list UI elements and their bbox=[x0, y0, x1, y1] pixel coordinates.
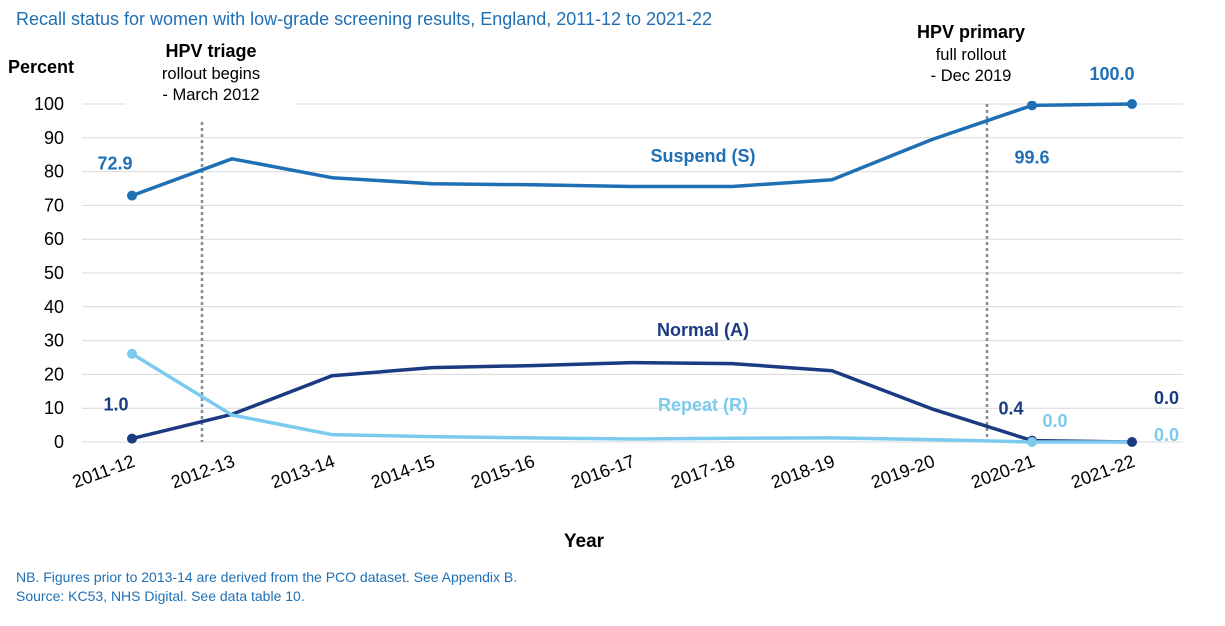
data-labels: 72.9 99.6 100.0 1.0 0.4 0.0 0.0 0.0 bbox=[97, 64, 1179, 445]
source-note: Source: KC53, NHS Digital. See data tabl… bbox=[16, 588, 305, 604]
x-tick-label: 2018-19 bbox=[768, 451, 837, 492]
x-tick-labels: 2011-12 2012-13 2013-14 2014-15 2015-16 2016-… bbox=[70, 451, 1138, 492]
y-tick-label: 20 bbox=[44, 364, 64, 384]
x-tick-label: 2013-14 bbox=[268, 451, 337, 492]
x-tick-label: 2020-21 bbox=[968, 451, 1037, 492]
y-tick-label: 60 bbox=[44, 229, 64, 249]
chart-title: Recall status for women with low-grade s… bbox=[16, 9, 713, 29]
series-name-label: Normal (A) bbox=[657, 320, 749, 340]
annotation-background bbox=[126, 38, 296, 120]
y-tick-label: 0 bbox=[54, 432, 64, 452]
x-tick-label: 2011-12 bbox=[70, 451, 138, 492]
series-lines bbox=[131, 102, 1133, 444]
x-tick-label: 2017-18 bbox=[668, 451, 737, 492]
data-point bbox=[127, 433, 137, 444]
data-point bbox=[127, 190, 137, 201]
x-axis-label: Year bbox=[564, 531, 605, 552]
y-tick-label: 90 bbox=[44, 128, 64, 148]
gridlines bbox=[82, 103, 1183, 443]
series-labels: Suspend (S) Normal (A) Repeat (R) bbox=[650, 146, 755, 415]
data-label: 1.0 bbox=[103, 395, 128, 415]
series-name-label: Repeat (R) bbox=[658, 395, 748, 415]
y-tick-label: 40 bbox=[44, 297, 64, 317]
data-point bbox=[1027, 437, 1037, 447]
x-tick-label: 2014-15 bbox=[368, 451, 437, 492]
annotation-title: HPV triage bbox=[165, 41, 256, 61]
x-tick-label: 2016-17 bbox=[568, 451, 637, 492]
series-line bbox=[131, 352, 1132, 444]
series-line bbox=[131, 102, 1133, 198]
data-label: 0.0 bbox=[1154, 425, 1179, 445]
data-label: 72.9 bbox=[97, 154, 132, 174]
x-tick-label: 2021-22 bbox=[1068, 451, 1137, 492]
annotation-text: - March 2012 bbox=[162, 86, 259, 104]
annotation-title: HPV primary bbox=[917, 22, 1025, 42]
data-label: 99.6 bbox=[1014, 147, 1049, 167]
data-point bbox=[1027, 100, 1037, 111]
series-points bbox=[127, 99, 1137, 447]
annotations: HPV triage rollout begins - March 2012 HPV … bbox=[126, 19, 1056, 120]
x-tick-label: 2015-16 bbox=[468, 451, 537, 492]
data-label: 0.0 bbox=[1154, 388, 1179, 408]
y-tick-labels: 0 10 20 30 40 50 60 70 80 90 100 bbox=[34, 94, 64, 452]
annotation-text: - Dec 2019 bbox=[931, 67, 1012, 85]
data-point bbox=[127, 348, 137, 359]
data-label: 0.0 bbox=[1042, 411, 1067, 431]
data-point bbox=[1127, 99, 1137, 109]
y-tick-label: 80 bbox=[44, 162, 64, 182]
x-tick-label: 2019-20 bbox=[868, 451, 937, 492]
annotation-text: full rollout bbox=[936, 46, 1007, 64]
annotation-text: rollout begins bbox=[162, 65, 260, 83]
y-tick-label: 50 bbox=[44, 263, 64, 283]
y-tick-label: 70 bbox=[44, 195, 64, 215]
x-tick-label: 2012-13 bbox=[168, 451, 237, 492]
y-tick-label: 30 bbox=[44, 331, 64, 351]
y-axis-label: Percent bbox=[8, 57, 74, 77]
data-point bbox=[1127, 437, 1137, 447]
series-line bbox=[131, 360, 1133, 444]
data-label: 0.4 bbox=[998, 399, 1023, 419]
y-tick-label: 100 bbox=[34, 94, 64, 114]
series-name-label: Suspend (S) bbox=[650, 146, 755, 166]
footnote: NB. Figures prior to 2013-14 are derived… bbox=[16, 569, 518, 585]
annotation-background bbox=[886, 19, 1056, 101]
data-label: 100.0 bbox=[1089, 64, 1134, 84]
y-tick-label: 10 bbox=[44, 398, 64, 418]
